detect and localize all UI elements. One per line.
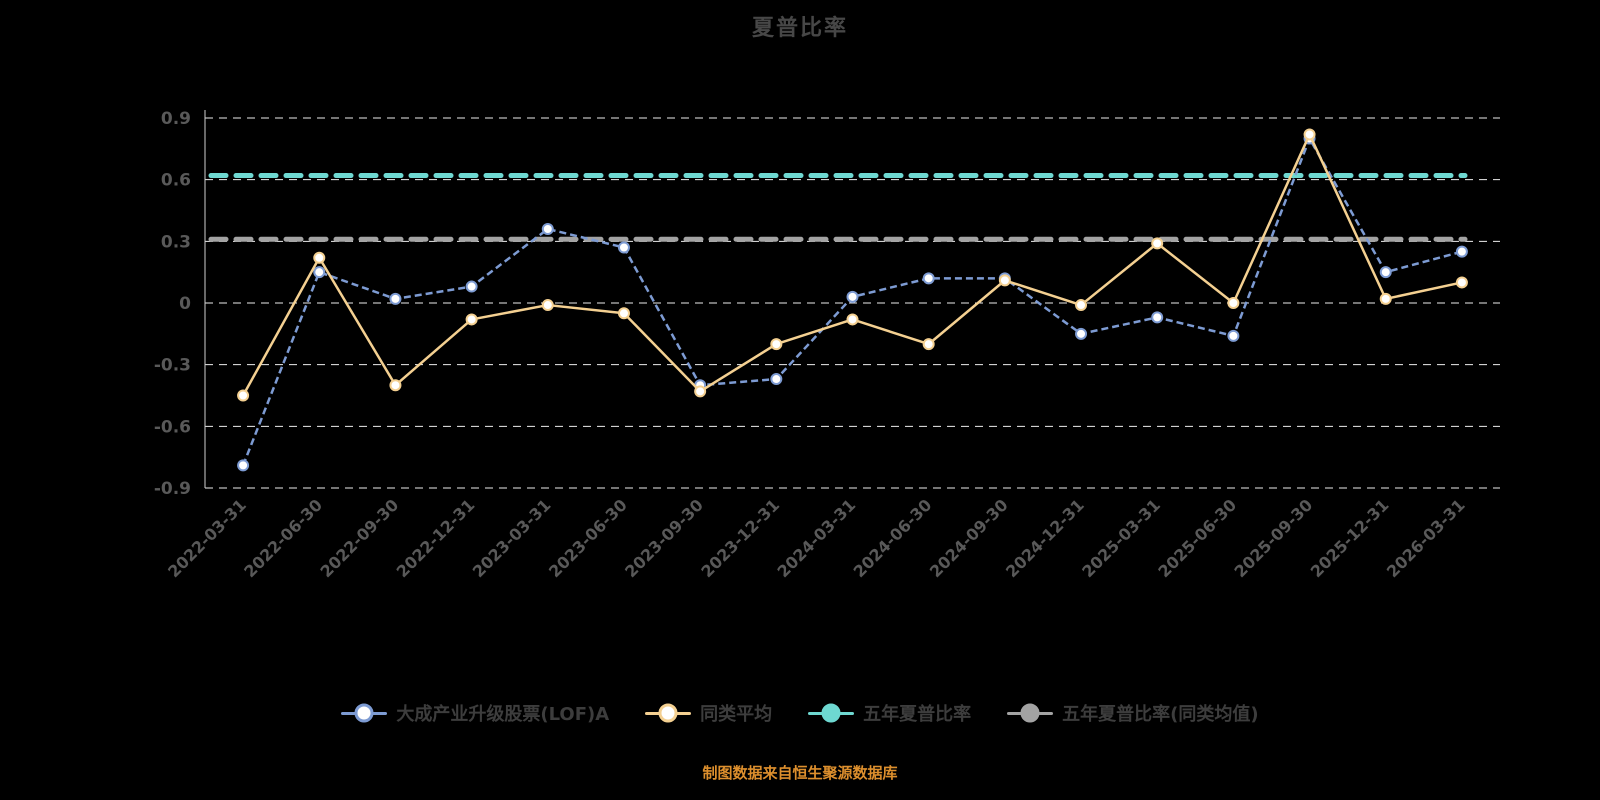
svg-text:2024-12-31: 2024-12-31 [1002,495,1088,581]
legend-item-5y-sharpe[interactable]: 五年夏普比率 [808,700,971,726]
data-source-note: 制图数据来自恒生聚源数据库 [702,764,898,782]
svg-text:-0.3: -0.3 [154,356,191,376]
chart-title: 夏普比率 [751,16,848,41]
svg-text:0.3: 0.3 [161,232,191,252]
svg-text:2023-06-30: 2023-06-30 [545,495,631,581]
svg-text:2025-06-30: 2025-06-30 [1154,495,1240,581]
svg-text:2023-09-30: 2023-09-30 [621,495,707,581]
legend-marker-category-average-icon [645,703,692,723]
svg-text:2025-12-31: 2025-12-31 [1307,495,1393,581]
legend-marker-fund-icon [341,703,388,723]
svg-text:2024-03-31: 2024-03-31 [774,495,860,581]
svg-text:0.9: 0.9 [161,109,191,129]
svg-text:2026-03-31: 2026-03-31 [1383,495,1469,581]
svg-text:2023-03-31: 2023-03-31 [469,495,555,581]
svg-text:2024-09-30: 2024-09-30 [926,495,1012,581]
legend-item-fund[interactable]: 大成产业升级股票(LOF)A [341,700,609,726]
legend-item-5y-sharpe-category-mean[interactable]: 五年夏普比率(同类均值) [1007,700,1259,726]
legend-label-fund: 大成产业升级股票(LOF)A [396,704,610,725]
legend-marker-5y-sharpe-icon [808,703,855,723]
sharpe-ratio-line-chart: 0.9 0.6 0.3 0 -0.3 -0.6 -0.92022-03-312022-06-… [154,109,1500,581]
svg-text:-0.6: -0.6 [154,417,191,437]
legend-label-5y-sharpe: 五年夏普比率 [863,704,972,725]
legend-label-category-average: 同类平均 [700,704,773,725]
svg-text:2022-06-30: 2022-06-30 [240,495,326,581]
svg-text:0: 0 [179,294,191,314]
legend-item-category-average[interactable]: 同类平均 [645,700,772,726]
chart-legend: 大成产业升级股票(LOF)A 同类平均 五年夏普比率 五年夏普比率(同类均值) [0,700,1600,726]
legend-marker-5y-sharpe-category-mean-icon [1007,703,1054,723]
svg-text:-0.9: -0.9 [154,479,191,499]
svg-text:2022-09-30: 2022-09-30 [316,495,402,581]
legend-label-5y-sharpe-category-mean: 五年夏普比率(同类均值) [1062,704,1259,725]
svg-text:0.6: 0.6 [161,171,191,191]
svg-text:2025-03-31: 2025-03-31 [1078,495,1164,581]
svg-text:2023-12-31: 2023-12-31 [697,495,783,581]
svg-text:2025-09-30: 2025-09-30 [1231,495,1317,581]
svg-text:2022-12-31: 2022-12-31 [393,495,479,581]
svg-text:2024-06-30: 2024-06-30 [850,495,936,581]
svg-text:2022-03-31: 2022-03-31 [164,495,250,581]
